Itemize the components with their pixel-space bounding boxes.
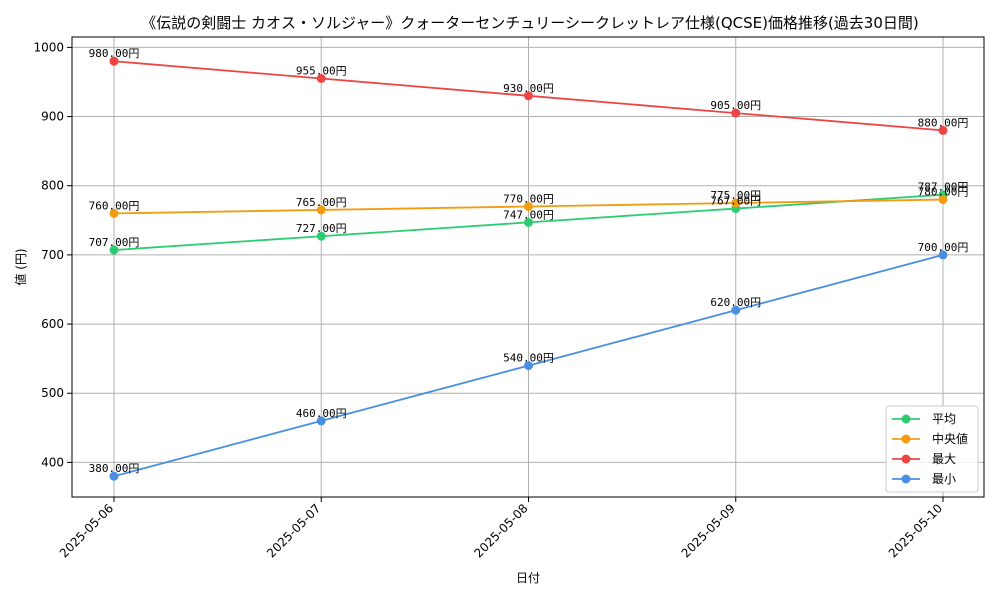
y-tick-label: 900 [41,110,64,124]
data-label: 780.00円 [918,186,969,199]
legend-swatch-marker [901,414,911,424]
data-label: 930.00円 [503,82,554,95]
data-label-layer: 707.00円 727.00円 747.00円 767.00円 787.00円 760.0… [89,47,969,475]
data-label: 767.00円 [710,195,761,208]
data-point [731,305,741,315]
data-point [731,108,741,118]
data-point [524,361,533,371]
data-point [731,198,741,208]
data-label: 980.00円 [89,47,140,60]
data-point [316,74,326,84]
data-label: 905.00円 [710,99,761,112]
data-point [524,217,533,227]
data-point [524,201,533,211]
y-tick-label: 500 [41,386,64,400]
y-tick-label: 1000 [33,40,64,54]
data-point [316,416,326,426]
data-label: 775.00円 [710,189,761,202]
data-label: 460.00円 [296,407,347,420]
data-label: 760.00円 [89,199,140,212]
data-label: 540.00円 [503,352,554,365]
data-label: 955.00円 [296,65,347,78]
data-label: 765.00円 [296,196,347,209]
chart-title: 《伝説の剣闘士 カオス・ソルジャー》クォーターセンチュリーシークレットレア仕様(… [141,14,919,32]
y-tick-label: 800 [41,179,64,193]
data-label: 880.00円 [918,116,969,129]
y-axis-label: 値 (円) [13,248,28,285]
legend-label: 最大 [932,452,956,466]
data-point [109,208,119,218]
legend-swatch-marker [901,474,911,484]
data-point [316,231,326,241]
data-label: 620.00円 [710,296,761,309]
data-label: 380.00円 [89,462,140,475]
data-label: 747.00円 [503,208,554,221]
data-label: 707.00円 [89,236,140,249]
data-point [524,91,533,101]
legend-swatch-marker [901,454,911,464]
y-axis: 400 500 600 700 800 900 1000 [33,40,72,469]
data-point [109,56,119,66]
data-label: 727.00円 [296,222,347,235]
y-tick-label: 600 [41,317,64,331]
legend-box [885,405,979,493]
series-layer [109,56,948,481]
legend-swatch-marker [901,434,911,444]
data-point [938,125,948,135]
x-axis-label: 日付 [516,571,540,585]
data-point [109,471,119,481]
data-label: 770.00円 [503,192,554,205]
legend-label: 平均 [932,412,956,426]
legend-label: 中央値 [932,431,968,446]
data-point [109,245,119,255]
data-label: 700.00円 [918,241,969,254]
y-tick-label: 400 [41,455,64,469]
data-point [938,195,948,205]
y-tick-label: 700 [41,248,64,262]
legend-label: 最小 [932,472,956,486]
data-label: 787.00円 [918,181,969,194]
data-point [938,250,948,260]
data-point [316,205,326,215]
